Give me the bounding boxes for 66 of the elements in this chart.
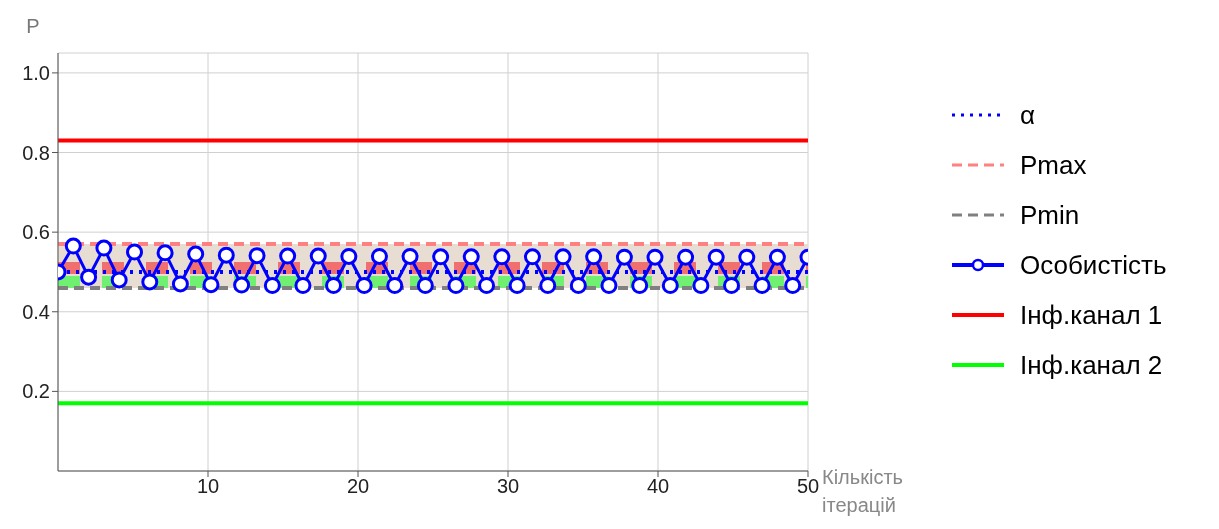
- point: [202, 276, 220, 294]
- x-tick-label: 50: [796, 475, 820, 498]
- point: [355, 276, 373, 294]
- point: [539, 276, 557, 294]
- point: [432, 248, 450, 266]
- point: [171, 275, 189, 293]
- x-tick-label: 20: [346, 475, 370, 498]
- point: [233, 276, 251, 294]
- point: [523, 248, 541, 266]
- legend-label: Інф.канал 2: [1020, 349, 1163, 381]
- point: [156, 244, 174, 262]
- point: [370, 247, 388, 265]
- x-axis-title: Кількість ітерацій: [822, 465, 904, 518]
- point: [661, 276, 679, 294]
- legend-label: α: [1020, 99, 1036, 131]
- point: [187, 245, 205, 263]
- point: [585, 248, 603, 266]
- point: [340, 247, 358, 265]
- y-tick-label: 0.6: [22, 221, 50, 244]
- point: [110, 271, 128, 289]
- point: [462, 248, 480, 266]
- point: [768, 248, 786, 266]
- point: [478, 276, 496, 294]
- point: [263, 276, 281, 294]
- point: [447, 276, 465, 294]
- legend-label: Pmax: [1020, 149, 1087, 181]
- point: [600, 276, 618, 294]
- point: [738, 248, 756, 266]
- point: [294, 276, 312, 294]
- legend-label: Pmin: [1020, 199, 1080, 231]
- point: [126, 243, 143, 261]
- legend-label: Особистість: [1020, 249, 1167, 281]
- x-tick-label: 30: [496, 475, 520, 498]
- point: [753, 276, 771, 294]
- point: [707, 248, 725, 266]
- y-tick-label: 1.0: [22, 62, 50, 84]
- y-tick-label: 0.2: [22, 380, 50, 403]
- point: [723, 276, 740, 294]
- point: [692, 276, 710, 294]
- point: [386, 276, 404, 294]
- point: [248, 247, 266, 265]
- point: [80, 268, 98, 286]
- point: [493, 248, 511, 266]
- point: [141, 273, 159, 291]
- x-tick-label: 40: [646, 475, 670, 498]
- point: [401, 247, 419, 265]
- point: [646, 248, 664, 266]
- y-tick-label: 0.8: [22, 141, 50, 164]
- y-tick-label: 0.4: [22, 300, 50, 323]
- point: [615, 248, 633, 266]
- y-axis-title: P: [26, 15, 40, 37]
- point: [677, 248, 695, 266]
- point: [416, 276, 434, 294]
- point: [64, 237, 82, 255]
- point: [569, 276, 587, 294]
- point: [95, 239, 113, 257]
- point: [554, 248, 572, 266]
- point: [631, 276, 649, 294]
- point: [325, 276, 343, 294]
- point: [309, 247, 327, 265]
- x-tick-label: 10: [196, 475, 220, 498]
- point: [784, 276, 802, 294]
- point: [217, 246, 235, 264]
- legend-label: Інф.канал 1: [1020, 299, 1163, 331]
- point: [279, 247, 297, 265]
- point: [508, 276, 526, 294]
